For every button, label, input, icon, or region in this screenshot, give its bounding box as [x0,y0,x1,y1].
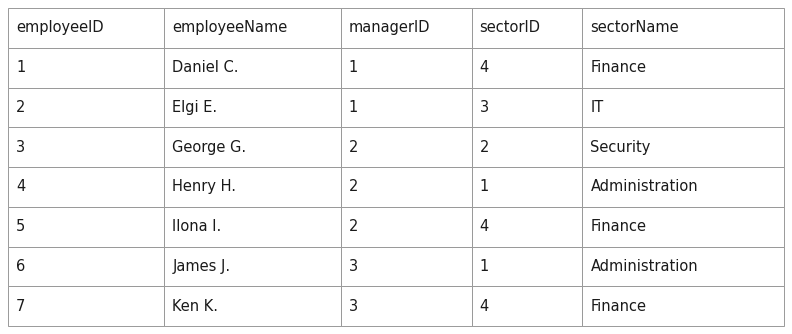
Bar [582,207,784,246]
Text: 6: 6 [16,259,25,274]
Text: Finance: Finance [591,60,646,75]
Bar [582,286,784,326]
Text: 5: 5 [16,219,25,234]
Bar [341,48,471,88]
Text: 4: 4 [480,219,489,234]
Text: 1: 1 [480,259,489,274]
Text: Administration: Administration [591,179,698,194]
Bar [471,48,582,88]
Bar [164,88,341,127]
Text: 3: 3 [16,140,25,155]
Bar [164,48,341,88]
Bar [341,127,471,167]
Bar [582,8,784,48]
Bar [8,286,164,326]
Text: employeeName: employeeName [172,20,287,35]
Text: sectorID: sectorID [480,20,541,35]
Text: 2: 2 [480,140,489,155]
Text: Ken K.: Ken K. [172,299,219,314]
Bar [471,207,582,246]
Text: Henry H.: Henry H. [172,179,236,194]
Text: 4: 4 [16,179,25,194]
Text: Finance: Finance [591,219,646,234]
Bar [341,167,471,207]
Text: IT: IT [591,100,604,115]
Bar [341,8,471,48]
Text: 4: 4 [480,60,489,75]
Bar [8,246,164,286]
Bar [341,286,471,326]
Bar [471,8,582,48]
Bar [8,8,164,48]
Text: 1: 1 [348,100,358,115]
Bar [164,286,341,326]
Bar [8,207,164,246]
Bar [582,48,784,88]
Text: 2: 2 [348,140,358,155]
Text: employeeID: employeeID [16,20,104,35]
Bar [164,127,341,167]
Bar [164,246,341,286]
Text: 2: 2 [16,100,25,115]
Bar [471,246,582,286]
Text: Finance: Finance [591,299,646,314]
Bar [341,246,471,286]
Bar [8,127,164,167]
Bar [164,207,341,246]
Text: George G.: George G. [172,140,246,155]
Text: managerID: managerID [348,20,430,35]
Bar [582,246,784,286]
Bar [471,286,582,326]
Bar [8,167,164,207]
Bar [164,167,341,207]
Bar [471,127,582,167]
Bar [582,88,784,127]
Text: 7: 7 [16,299,25,314]
Text: 2: 2 [348,219,358,234]
Bar [582,127,784,167]
Text: 4: 4 [480,299,489,314]
Text: Elgi E.: Elgi E. [172,100,217,115]
Text: sectorName: sectorName [591,20,679,35]
Text: 3: 3 [348,299,358,314]
Text: 1: 1 [16,60,25,75]
Text: Daniel C.: Daniel C. [172,60,238,75]
Bar [341,88,471,127]
Text: 1: 1 [348,60,358,75]
Text: Administration: Administration [591,259,698,274]
Text: 2: 2 [348,179,358,194]
Bar [8,88,164,127]
Bar [582,167,784,207]
Text: 1: 1 [480,179,489,194]
Text: Security: Security [591,140,651,155]
Text: 3: 3 [480,100,489,115]
Bar [8,48,164,88]
Bar [164,8,341,48]
Bar [341,207,471,246]
Text: James J.: James J. [172,259,230,274]
Bar [471,167,582,207]
Bar [471,88,582,127]
Text: Ilona I.: Ilona I. [172,219,222,234]
Text: 3: 3 [348,259,358,274]
